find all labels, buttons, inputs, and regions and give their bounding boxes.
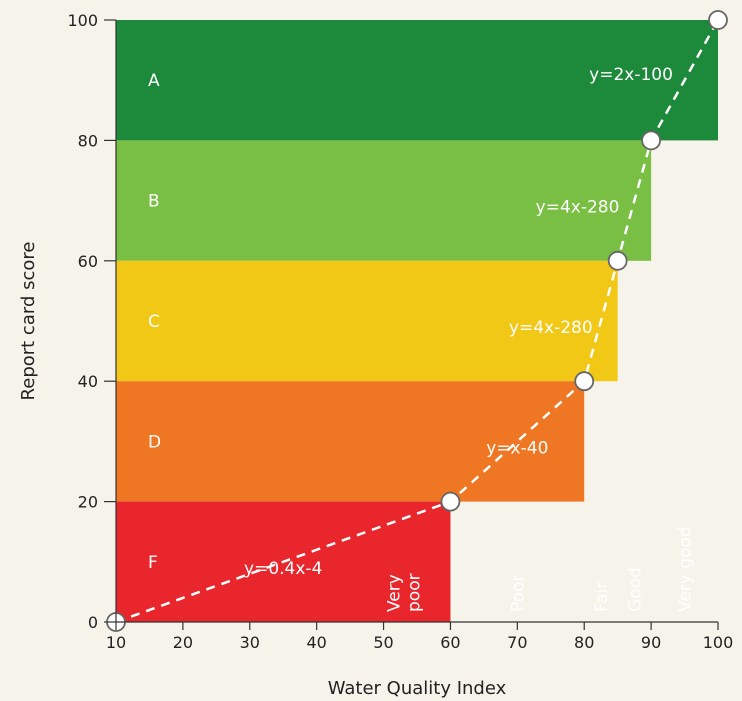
wqi-category-3: Good <box>625 567 645 612</box>
equation-label-3: y=4x-280 <box>536 198 620 218</box>
x-tick-label: 40 <box>306 633 326 652</box>
curve-point-1 <box>440 491 461 512</box>
curve-point-2 <box>574 371 595 392</box>
y-axis-title: Report card score <box>18 242 39 401</box>
wqi-category-line: Fair <box>592 582 612 612</box>
band-d <box>116 381 585 502</box>
grade-label-f: F <box>148 553 158 573</box>
grade-label-a: A <box>148 71 160 91</box>
score-bands <box>116 20 718 622</box>
curve-point-5 <box>708 10 728 30</box>
equation-label-0: y=0.4x-4 <box>244 559 322 579</box>
y-tick-label: 80 <box>78 131 98 150</box>
x-axis-title: Water Quality Index <box>328 678 507 699</box>
grade-labels: F D C B A <box>148 71 161 573</box>
wqi-category-1: Poor <box>508 575 528 612</box>
equation-label-2: y=4x-280 <box>509 318 593 338</box>
x-tick-label: 100 <box>703 633 734 652</box>
x-tick-label: 90 <box>641 633 661 652</box>
grade-label-b: B <box>148 192 160 212</box>
wqi-category-line: Poor <box>508 575 528 612</box>
equation-labels: y=0.4x-4 y=x-40 y=4x-280 y=4x-280 y=2x-100 <box>244 65 673 579</box>
equation-label-4: y=2x-100 <box>589 65 673 85</box>
curve-line <box>115 19 720 624</box>
wqi-category-4: Very good <box>676 526 696 612</box>
band-c <box>116 260 618 382</box>
x-tick-label: 20 <box>173 633 193 652</box>
equation-label-1: y=x-40 <box>486 438 548 458</box>
x-tick-label: 70 <box>507 633 527 652</box>
wqi-category-line: poor <box>405 573 425 612</box>
wqi-category-line: Very good <box>676 526 696 612</box>
axes: 0 20 40 60 80 100 10 20 30 40 50 60 70 80 90 100 <box>67 11 733 652</box>
y-tick-label: 60 <box>78 252 98 271</box>
grade-label-d: D <box>148 432 161 452</box>
y-tick-label: 100 <box>67 11 98 30</box>
x-tick-label: 50 <box>373 633 393 652</box>
curve-point-3 <box>607 250 628 271</box>
y-tick-label: 0 <box>88 613 98 632</box>
x-tick-label: 60 <box>440 633 460 652</box>
band-a <box>116 20 718 141</box>
wqi-category-0: Verypoor <box>385 573 425 612</box>
y-tick-label: 20 <box>78 493 98 512</box>
grade-label-c: C <box>148 312 160 332</box>
wqi-category-2: Fair <box>592 582 612 612</box>
x-tick-label: 80 <box>574 633 594 652</box>
y-tick-label: 40 <box>78 372 98 391</box>
x-tick-label: 10 <box>106 633 126 652</box>
wqi-category-line: Good <box>625 567 645 612</box>
wqi-category-labels: Verypoor Poor Fair Good Very good <box>385 526 696 612</box>
band-b <box>116 140 652 261</box>
x-tick-label: 30 <box>240 633 260 652</box>
wqi-category-line: Very <box>385 574 405 612</box>
curve-point-4 <box>641 130 662 151</box>
